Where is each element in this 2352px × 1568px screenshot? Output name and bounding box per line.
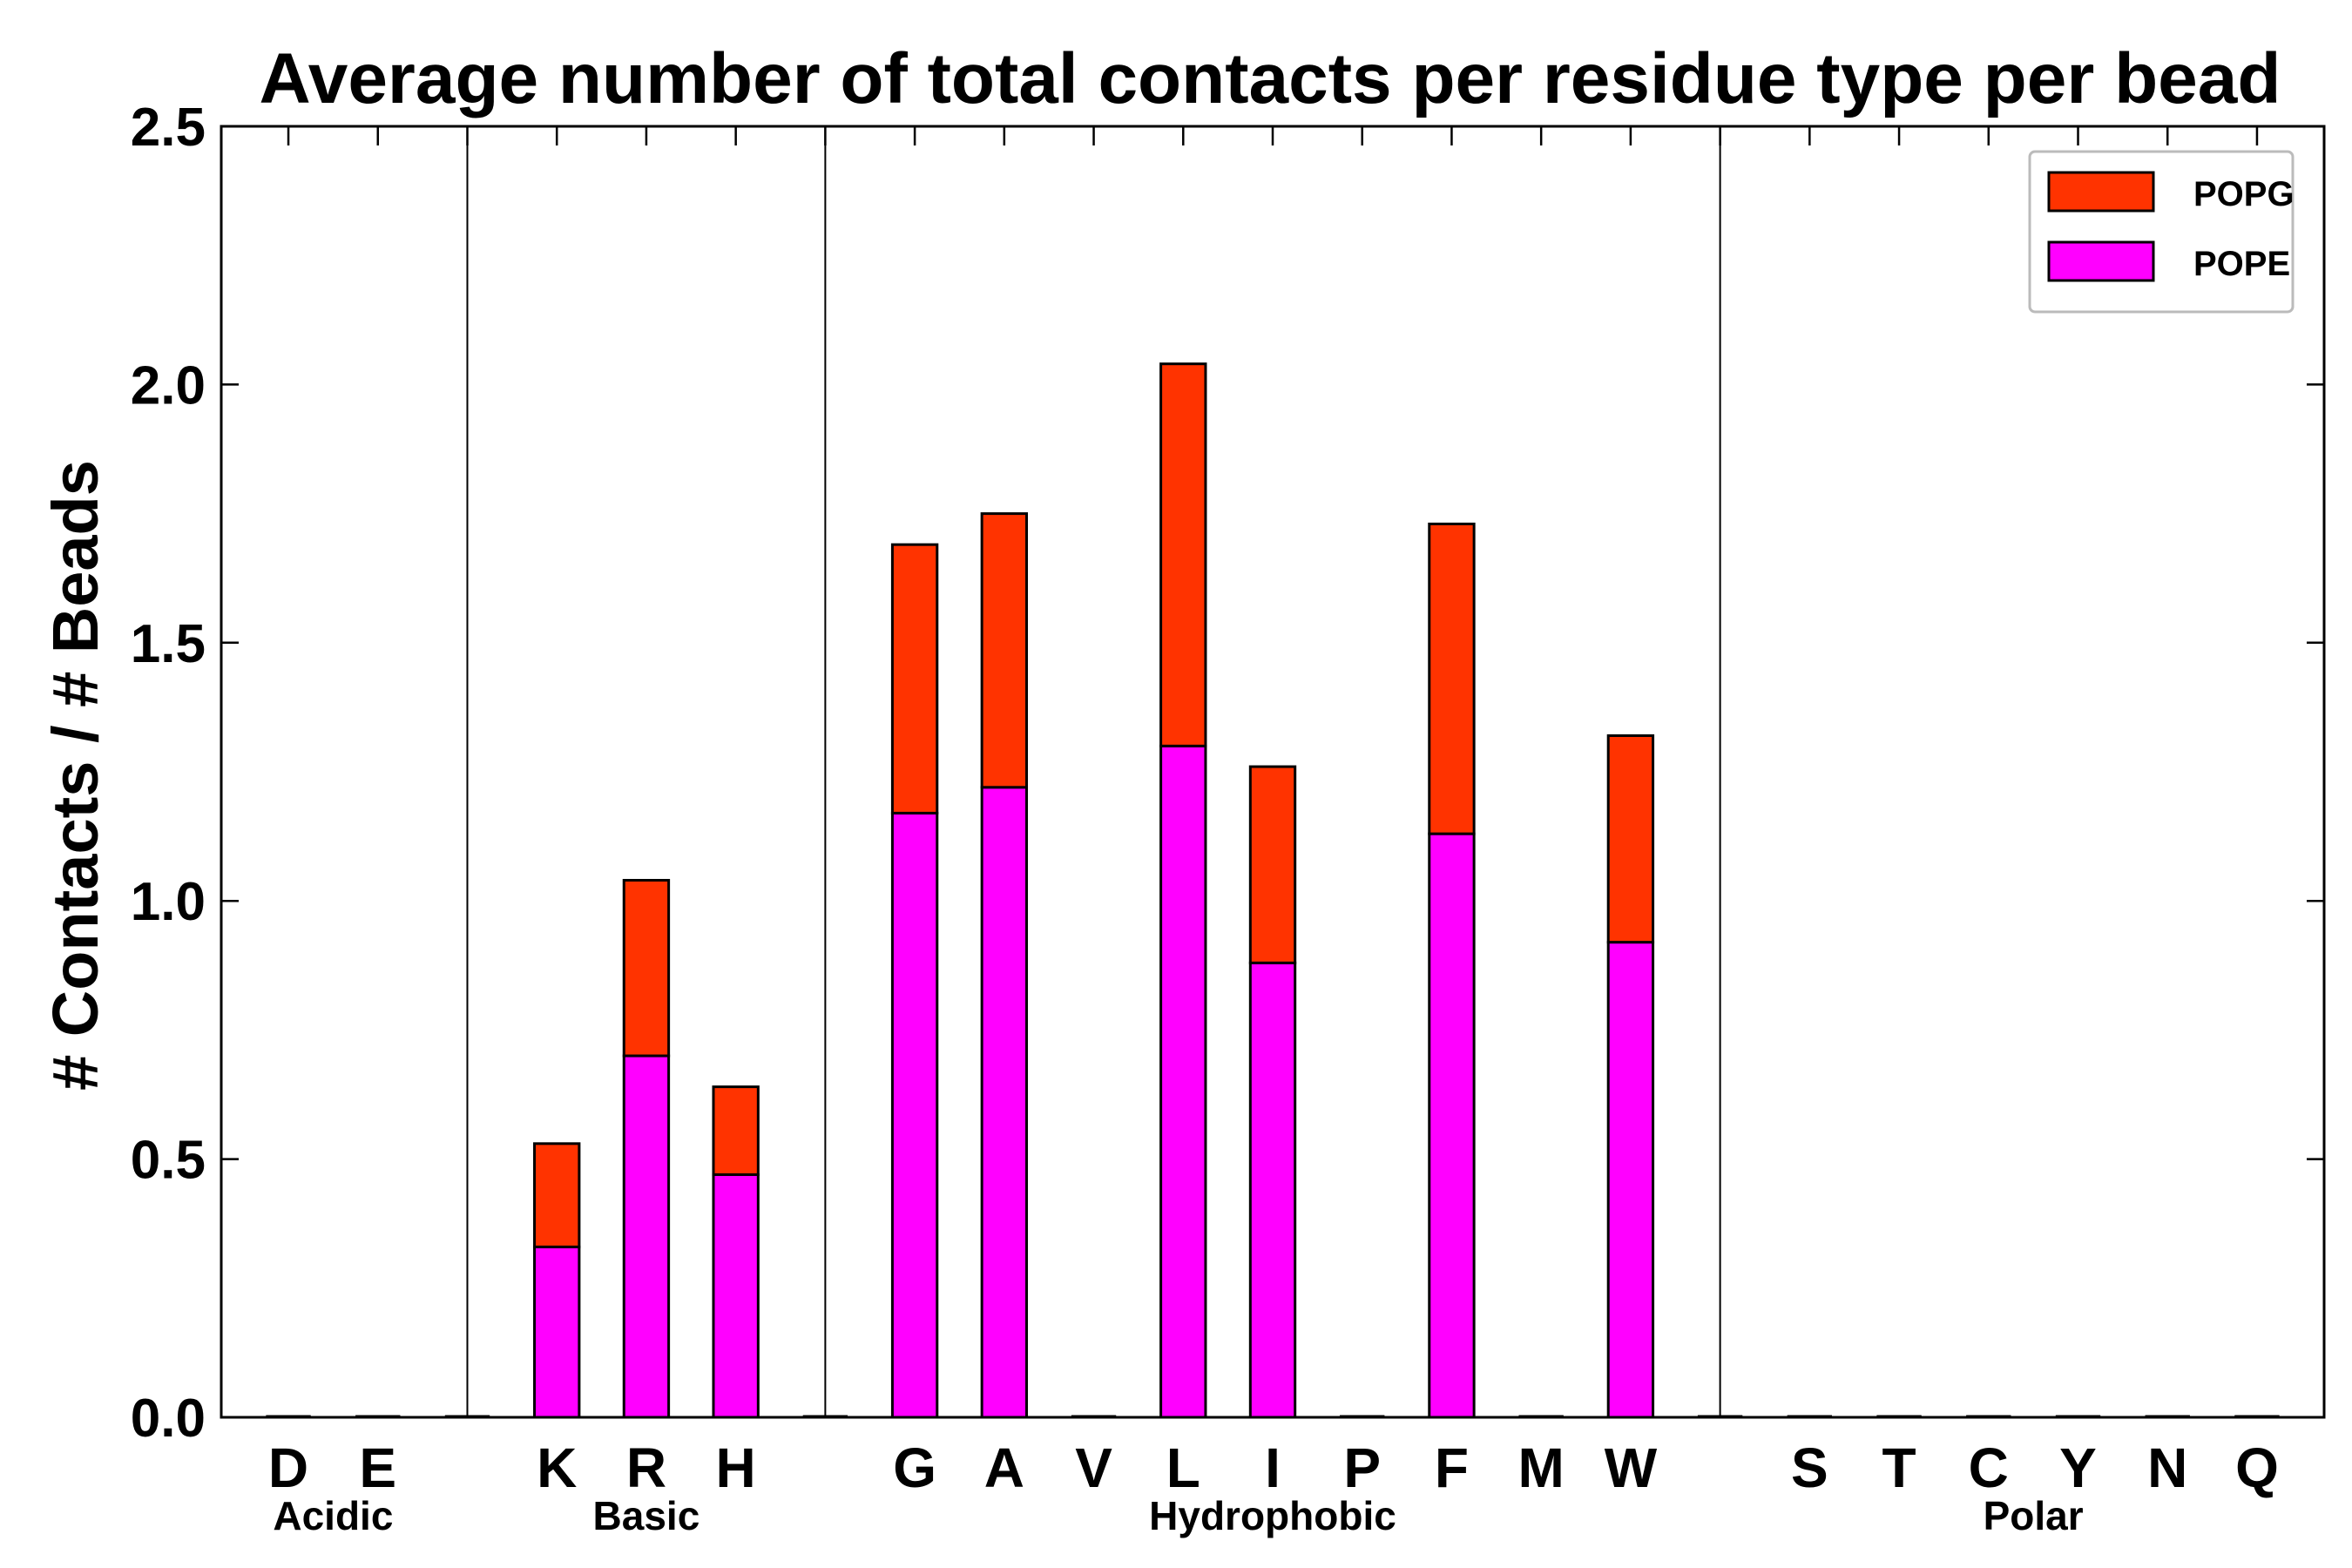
- group-label: Basic: [593, 1493, 700, 1538]
- group-label: Hydrophobic: [1149, 1493, 1396, 1538]
- plot-area: 0.0 0.5 1.0 1.5 2.0 2.5 D E K R H G A V L I P F M W S T C Y N Q Ac…: [131, 98, 2326, 1538]
- x-tick-label: T: [1882, 1436, 1916, 1499]
- bar-pope: [533, 1245, 581, 1419]
- y-tick-label: 1.5: [131, 614, 206, 674]
- x-tick-label: Y: [2059, 1436, 2097, 1499]
- bar-pope: [712, 1173, 760, 1419]
- x-tick-label: F: [1435, 1436, 1469, 1499]
- bar-pope: [1606, 941, 1655, 1419]
- legend-label-popg: POPG: [2193, 175, 2295, 213]
- y-tick-label: 2.0: [131, 355, 206, 416]
- x-tick-label: A: [984, 1436, 1024, 1499]
- bar-popg: [890, 543, 939, 814]
- chart-title: Average number of total contacts per res…: [260, 39, 2281, 118]
- y-axis-label: # Contacts / # Beads: [39, 460, 112, 1091]
- y-tick-label: 2.5: [131, 98, 206, 158]
- bar-popg: [533, 1142, 581, 1248]
- x-tick-label: H: [716, 1436, 756, 1499]
- bar-pope: [1428, 832, 1476, 1419]
- bar-pope: [622, 1054, 671, 1419]
- bar-pope: [1159, 744, 1207, 1419]
- bar-pope: [980, 786, 1029, 1419]
- legend-swatch-pope: [2047, 240, 2155, 282]
- bar-pope: [890, 811, 939, 1419]
- bar-popg: [712, 1085, 760, 1176]
- x-tick-label: C: [1969, 1436, 2009, 1499]
- x-tick-label: L: [1166, 1436, 1200, 1499]
- x-tick-label: D: [268, 1436, 308, 1499]
- x-tick-label: R: [626, 1436, 666, 1499]
- y-tick-label: 0.0: [131, 1389, 206, 1449]
- bar-popg: [1606, 734, 1655, 944]
- x-tick-label: G: [893, 1436, 936, 1499]
- bar-popg: [1159, 362, 1207, 747]
- x-tick-label: E: [359, 1436, 396, 1499]
- group-label: Acidic: [273, 1493, 393, 1538]
- bar-popg: [980, 512, 1029, 789]
- x-tick-label: P: [1343, 1436, 1381, 1499]
- bar-popg: [1428, 522, 1476, 835]
- y-tick-label: 1.0: [131, 872, 206, 932]
- x-tick-label: K: [537, 1436, 577, 1499]
- y-tick-label: 0.5: [131, 1131, 206, 1191]
- x-tick-label: S: [1791, 1436, 1828, 1499]
- x-tick-label: V: [1075, 1436, 1112, 1499]
- legend-label-pope: POPE: [2193, 245, 2290, 283]
- bar-pope: [1248, 961, 1297, 1419]
- group-label: Polar: [1984, 1493, 2084, 1538]
- x-tick-label: M: [1518, 1436, 1565, 1499]
- x-tick-label: Q: [2235, 1436, 2279, 1499]
- x-tick-label: W: [1605, 1436, 1658, 1499]
- bar-popg: [1248, 765, 1297, 964]
- x-tick-label: I: [1265, 1436, 1281, 1499]
- x-tick-label: N: [2147, 1436, 2187, 1499]
- bar-popg: [622, 878, 671, 1058]
- legend-swatch-popg: [2047, 171, 2155, 213]
